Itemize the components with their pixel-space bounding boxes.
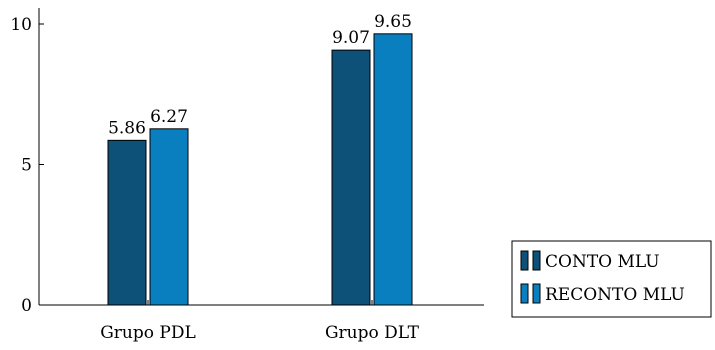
bar-value-label: 5.86: [108, 118, 146, 138]
bar-1-1: [107, 139, 147, 306]
axes: 0 5 10 Grupo PDL Grupo DLT: [10, 8, 484, 343]
legend-label: RECONTO MLU: [545, 285, 685, 305]
legend-swatch: [532, 250, 541, 271]
y-tick-label: 10: [10, 15, 32, 35]
bar-value-label: 9.65: [374, 12, 412, 32]
legend-swatch: [532, 283, 541, 304]
x-tick-label: Grupo PDL: [100, 323, 196, 343]
y-tick-label: 5: [21, 156, 32, 176]
bars: 5.866.27 9.079.65: [107, 12, 413, 306]
legend-box: [511, 240, 712, 318]
bar-2-2: [373, 33, 413, 306]
legend-swatch: [520, 250, 529, 271]
x-tick-label: Grupo DLT: [325, 323, 420, 343]
bar-value-label: 6.27: [150, 107, 188, 127]
legend-label: CONTO MLU: [545, 252, 660, 272]
bar-2-1: [331, 49, 371, 306]
y-tick-label: 0: [21, 296, 32, 316]
legend-swatch: [520, 283, 529, 304]
bar-1-2: [149, 128, 189, 306]
bar-value-label: 9.07: [332, 28, 370, 48]
legend: CONTO MLU RECONTO MLU: [511, 240, 712, 318]
